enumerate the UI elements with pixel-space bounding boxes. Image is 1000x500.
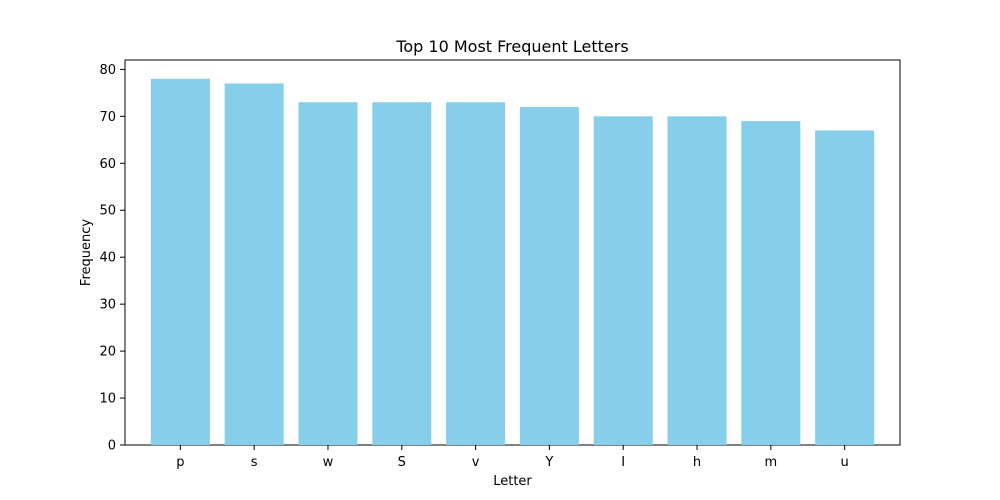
plot-area	[124, 59, 901, 446]
chart-title: Top 10 Most Frequent Letters	[395, 37, 628, 56]
y-tick-label-4: 40	[99, 251, 116, 266]
bar-2	[298, 102, 358, 445]
x-tick-label-7: h	[693, 455, 701, 470]
x-axis-label: Letter	[493, 474, 532, 489]
y-tick-label-8: 80	[99, 63, 116, 78]
x-tick-label-5: Y	[544, 455, 553, 470]
x-tick-label-3: S	[398, 455, 406, 470]
y-tick-label-6: 60	[99, 157, 116, 172]
bars-layer	[150, 78, 875, 446]
x-tick-label-6: I	[621, 455, 625, 470]
bar-0	[150, 78, 210, 445]
x-tick-label-9: u	[841, 455, 849, 470]
y-tick-label-5: 50	[99, 204, 116, 219]
plot-frame	[124, 59, 901, 446]
bar-7	[667, 116, 727, 445]
y-tick-label-2: 20	[99, 345, 116, 360]
y-axis-label: Frequency	[79, 219, 94, 286]
bar-5	[519, 106, 579, 445]
bar-1	[224, 83, 284, 445]
bar-4	[446, 102, 506, 445]
bar-8	[741, 121, 801, 445]
x-tick-label-1: s	[251, 455, 258, 470]
y-tick-label-1: 10	[99, 392, 116, 407]
bar-9	[815, 130, 875, 446]
y-tick-label-7: 70	[99, 110, 116, 125]
bar-6	[593, 116, 653, 445]
x-tick-label-0: p	[176, 455, 184, 470]
x-tick-label-8: m	[764, 455, 777, 470]
y-tick-label-3: 30	[99, 298, 116, 313]
y-tick-label-0: 0	[108, 439, 116, 454]
y-axis: 0 10 20 30 40 50 60 70 80	[99, 63, 125, 454]
x-tick-label-4: v	[472, 455, 480, 470]
bar-3	[372, 102, 432, 445]
x-tick-label-2: w	[323, 455, 334, 470]
